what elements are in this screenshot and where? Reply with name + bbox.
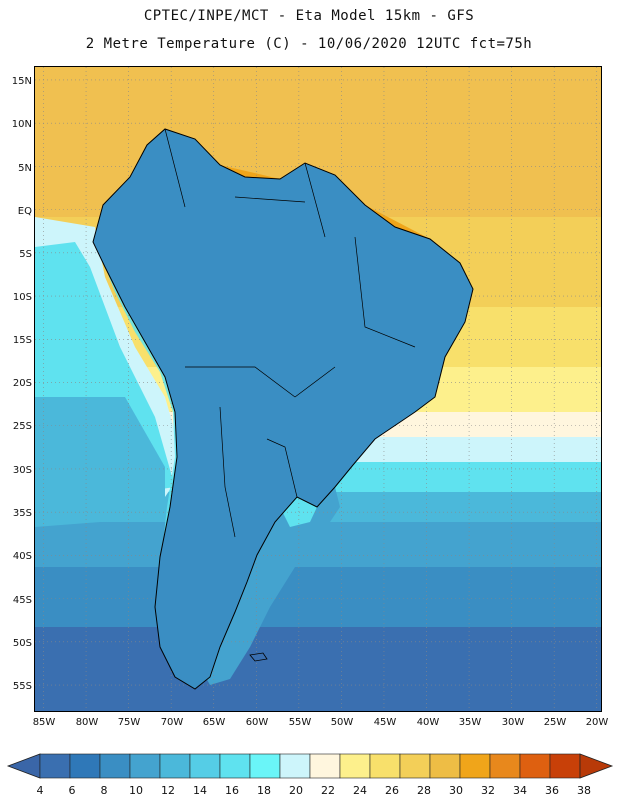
lat-label-45s: 45S (12, 595, 32, 606)
colorbar-label: 4 (36, 784, 44, 797)
lat-label-15s: 15S (12, 335, 32, 346)
lon-label-45w: 45W (373, 717, 397, 728)
chart-title-line1: CPTEC/INPE/MCT - Eta Model 15km - GFS (143, 8, 475, 24)
pacific-band-12 (35, 397, 165, 527)
lat-label-5s: 5S (19, 249, 32, 260)
colorbar-label: 22 (321, 784, 335, 797)
colorbar-label: 38 (577, 784, 591, 797)
lon-label-20w: 20W (585, 717, 609, 728)
colorbar-cell (459, 753, 491, 779)
colorbar-label: 28 (417, 784, 431, 797)
temperature-colorbar (6, 753, 614, 779)
colorbar-cell (39, 753, 71, 779)
colorbar-label: 6 (68, 784, 76, 797)
lon-label-50w: 50W (330, 717, 354, 728)
colorbar-label: 32 (481, 784, 495, 797)
colorbar-cell (309, 753, 341, 779)
lon-label-75w: 75W (117, 717, 141, 728)
chart-title-line2: 2 Metre Temperature (C) - 10/06/2020 12U… (85, 36, 533, 52)
colorbar-label: 24 (353, 784, 367, 797)
colorbar-cell (549, 753, 581, 779)
colorbar-label: 16 (225, 784, 239, 797)
lon-label-60w: 60W (245, 717, 269, 728)
colorbar-label: 10 (129, 784, 143, 797)
lat-label-10s: 10S (12, 292, 32, 303)
colorbar-cell (399, 753, 431, 779)
lon-label-80w: 80W (75, 717, 99, 728)
colorbar-cell (219, 753, 251, 779)
lat-label-50s: 50S (12, 638, 32, 649)
colorbar-label: 8 (100, 784, 108, 797)
colorbar-cell (129, 753, 161, 779)
colorbar-label: 26 (385, 784, 399, 797)
colorbar-label: 34 (513, 784, 527, 797)
colorbar-label: 36 (545, 784, 559, 797)
colorbar-cell (279, 753, 311, 779)
colorbar-label: 30 (449, 784, 463, 797)
colorbar-cell (99, 753, 131, 779)
lat-label-5n: 5N (18, 163, 32, 174)
colorbar-label: 18 (257, 784, 271, 797)
lon-label-25w: 25W (543, 717, 567, 728)
lon-label-85w: 85W (32, 717, 56, 728)
southern-cone-cool (200, 487, 340, 685)
lon-label-30w: 30W (501, 717, 525, 728)
colorbar-low-arrow (6, 753, 41, 779)
lon-label-65w: 65W (202, 717, 226, 728)
lon-label-35w: 35W (458, 717, 482, 728)
colorbar-cell (249, 753, 281, 779)
lat-label-30s: 30S (12, 465, 32, 476)
colorbar-cell (489, 753, 521, 779)
colorbar-label: 12 (161, 784, 175, 797)
lat-label-20s: 20S (12, 378, 32, 389)
colorbar-cell (429, 753, 461, 779)
lon-label-70w: 70W (160, 717, 184, 728)
colorbar-cell (69, 753, 101, 779)
colorbar-label: 14 (193, 784, 207, 797)
country-borders (164, 128, 416, 538)
lat-label-55s: 55S (12, 681, 32, 692)
lat-label-15n: 15N (11, 76, 32, 87)
colorbar-cell (189, 753, 221, 779)
temperature-map (34, 66, 602, 712)
falkland-islands (249, 652, 268, 662)
colorbar-cell (159, 753, 191, 779)
colorbar-cell (369, 753, 401, 779)
lat-label-35s: 35S (12, 508, 32, 519)
lat-label-25s: 25S (12, 421, 32, 432)
lat-label-eq: EQ (17, 206, 32, 217)
colorbar-cell (519, 753, 551, 779)
lon-label-40w: 40W (416, 717, 440, 728)
lat-label-10n: 10N (11, 119, 32, 130)
colorbar-cell (339, 753, 371, 779)
colorbar-high-arrow (579, 753, 614, 779)
lon-label-55w: 55W (288, 717, 312, 728)
lat-label-40s: 40S (12, 551, 32, 562)
colorbar-label: 20 (289, 784, 303, 797)
